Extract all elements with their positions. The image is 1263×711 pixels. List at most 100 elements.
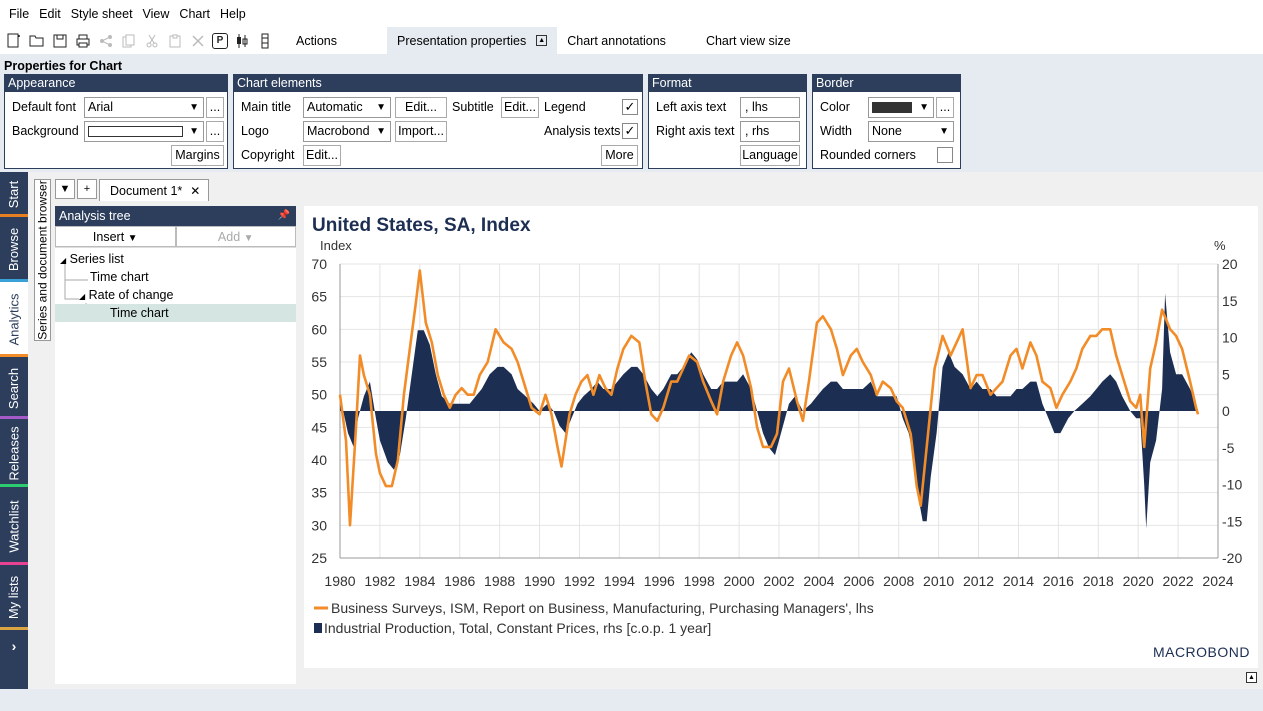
logo-import-button[interactable]: Import... [395, 121, 447, 142]
x-tick-label: 2004 [803, 573, 834, 589]
sidetab-releases[interactable]: Releases [0, 419, 28, 487]
cut-icon [143, 32, 161, 50]
left-axis-text-input[interactable]: , lhs [740, 97, 800, 118]
subtitle-label: Subtitle [452, 100, 494, 114]
menu-file[interactable]: File [9, 6, 30, 21]
document-tab-bar: ▼ + Document 1* ✕ [55, 179, 210, 201]
border-group: Border Color ▼ ... Width None ▼ Rounded c… [812, 74, 961, 169]
new-tab-icon[interactable]: + [77, 179, 97, 199]
sidetab-start[interactable]: Start [0, 172, 28, 217]
tab-chart-annotations[interactable]: Chart annotations [567, 33, 666, 48]
x-tick-label: 2022 [1163, 573, 1194, 589]
menu-chart[interactable]: Chart [179, 6, 210, 21]
language-button[interactable]: Language [740, 145, 800, 166]
tab-presentation-properties[interactable]: Presentation properties ▲ [387, 27, 558, 54]
analysis-texts-label: Analysis texts [544, 124, 621, 138]
menu-edit[interactable]: Edit [39, 6, 61, 21]
border-width-label: Width [820, 124, 852, 138]
x-tick-label: 2016 [1043, 573, 1074, 589]
default-font-more-button[interactable]: ... [206, 97, 224, 118]
sidetab-my-lists[interactable]: My lists [0, 565, 28, 630]
collapse-icon[interactable]: ▲ [1246, 672, 1257, 683]
chart-area[interactable]: United States, SA, Index Index% 25 30 35 40 45… [304, 206, 1258, 668]
x-tick-label: 2010 [923, 573, 954, 589]
legend-checkbox[interactable]: ✓ [622, 99, 638, 115]
chart-title: United States, SA, Index [312, 215, 531, 236]
chart-elements-group: Chart elements Main title Automatic ▼ Edi… [233, 74, 643, 169]
default-font-select[interactable]: Arial ▼ [84, 97, 204, 118]
main-title-edit-button[interactable]: Edit... [395, 97, 447, 118]
analysis-texts-checkbox[interactable]: ✓ [622, 123, 638, 139]
copy-icon [120, 32, 138, 50]
candlestick-icon[interactable] [233, 32, 251, 50]
device-icon[interactable] [256, 32, 274, 50]
right-axis-text-input[interactable]: , rhs [740, 121, 800, 142]
analysis-tree-panel: Analysis tree 📌 Insert ▼ Add ▼ ◢ Series l… [55, 206, 296, 684]
y-tick-label-left: 70 [311, 256, 327, 272]
copyright-label: Copyright [241, 148, 295, 162]
main-title-select[interactable]: Automatic ▼ [303, 97, 391, 118]
sidetab-search[interactable]: Search [0, 357, 28, 419]
x-tick-label: 2002 [763, 573, 794, 589]
pin-icon[interactable]: 📌 [277, 210, 290, 221]
y-tick-label-left: 35 [311, 485, 327, 501]
border-width-select[interactable]: None ▼ [868, 121, 954, 142]
tab-list-dropdown-icon[interactable]: ▼ [55, 179, 75, 199]
sidetab-browse[interactable]: Browse [0, 217, 28, 282]
x-tick-label: 1994 [604, 573, 635, 589]
series-document-browser-tab[interactable]: Series and document browser [34, 179, 51, 341]
more-button[interactable]: More [601, 145, 638, 166]
y-tick-label-right: 10 [1222, 330, 1238, 346]
open-folder-icon[interactable] [28, 32, 46, 50]
tree-node-time-chart[interactable]: Time chart [90, 270, 149, 284]
subtitle-edit-button[interactable]: Edit... [501, 97, 539, 118]
logo-select[interactable]: Macrobond ▼ [303, 121, 391, 142]
side-tabs: Start Browse Analytics Search Releases W… [0, 172, 28, 689]
insert-button[interactable]: Insert ▼ [55, 226, 176, 247]
sidetab-analytics[interactable]: Analytics [0, 282, 28, 357]
tree-node-series-list[interactable]: ◢ Series list [60, 252, 124, 266]
collapse-icon[interactable]: ▲ [536, 35, 548, 46]
chevron-down-icon: ▼ [243, 233, 254, 244]
print-icon[interactable] [74, 32, 92, 50]
save-icon[interactable] [51, 32, 69, 50]
margins-button[interactable]: Margins [171, 145, 224, 166]
presentation-mode-icon[interactable]: P [212, 32, 228, 49]
main-title-label: Main title [241, 100, 292, 114]
add-button: Add ▼ [175, 226, 296, 247]
background-select[interactable]: ▼ [84, 121, 204, 142]
properties-panel: Properties for Chart Appearance Default … [0, 54, 1263, 172]
menu-view[interactable]: View [142, 6, 170, 21]
tab-chart-view-size[interactable]: Chart view size [705, 33, 791, 48]
document-tab[interactable]: Document 1* ✕ [99, 179, 210, 201]
chart-elements-header: Chart elements [234, 75, 642, 92]
menu-style-sheet[interactable]: Style sheet [70, 6, 133, 21]
border-color-select[interactable]: ▼ [868, 97, 934, 118]
tree-node-time-chart-selected[interactable]: Time chart [55, 304, 296, 322]
rounded-corners-checkbox[interactable] [937, 147, 953, 163]
x-tick-label: 2024 [1202, 573, 1233, 589]
new-document-icon[interactable] [5, 32, 23, 50]
border-header: Border [813, 75, 960, 92]
collapse-triangle-icon: ◢ [79, 292, 86, 301]
border-color-more-button[interactable]: ... [936, 97, 954, 118]
expand-sidebar-icon[interactable]: › [11, 638, 17, 654]
chevron-down-icon: ▼ [127, 233, 138, 244]
chevron-down-icon: ▼ [376, 102, 386, 113]
menu-help[interactable]: Help [220, 6, 246, 21]
y-tick-label-right: -15 [1222, 513, 1242, 529]
copyright-edit-button[interactable]: Edit... [303, 145, 341, 166]
appearance-group: Appearance Default font Arial ▼ ... Backg… [4, 74, 228, 169]
tree-node-rate-of-change[interactable]: ◢ Rate of change [79, 288, 174, 302]
y-tick-label-left: 25 [311, 550, 327, 566]
x-tick-label: 1982 [364, 573, 395, 589]
close-icon[interactable]: ✕ [190, 183, 201, 198]
background-more-button[interactable]: ... [206, 121, 224, 142]
x-tick-label: 2012 [963, 573, 994, 589]
toolbar: P Actions Presentation properties ▲ Chart… [0, 27, 1263, 54]
series-ism-pmi-line [338, 269, 1200, 527]
default-font-label: Default font [12, 100, 76, 114]
sidetab-watchlist[interactable]: Watchlist [0, 487, 28, 565]
x-tick-label: 2020 [1123, 573, 1154, 589]
tab-actions[interactable]: Actions [296, 33, 337, 48]
